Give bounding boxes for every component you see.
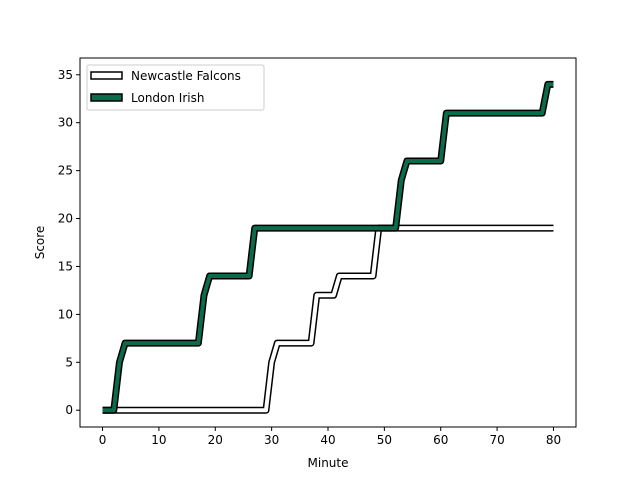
x-tick-label: 30: [264, 433, 279, 447]
legend-label-london-irish: London Irish: [131, 91, 204, 105]
x-tick-label: 40: [320, 433, 335, 447]
legend-frame: [86, 64, 265, 111]
y-tick-label: 5: [65, 355, 73, 369]
y-tick-label: 15: [58, 259, 73, 273]
x-axis-ticks: 0 10 20 30 40 50 60 70 80: [99, 427, 561, 447]
y-tick-label: 0: [65, 403, 73, 417]
y-tick-label: 25: [58, 164, 73, 178]
y-tick-label: 10: [58, 307, 73, 321]
x-tick-label: 50: [377, 433, 392, 447]
series-line-london-irish: [102, 82, 554, 413]
legend-swatch-newcastle-falcons: [90, 71, 123, 80]
legend-swatch-london-irish: [90, 93, 123, 102]
series-layer: [102, 80, 554, 414]
x-tick-label: 70: [489, 433, 504, 447]
x-tick-label: 60: [433, 433, 448, 447]
y-tick-label: 20: [58, 212, 73, 226]
series-line-newcastle-falcons: [102, 226, 554, 413]
x-tick-label: 10: [151, 433, 166, 447]
y-axis-ticks: 0 5 10 15 20 25 30 35: [58, 68, 80, 417]
x-tick-label: 20: [208, 433, 223, 447]
x-tick-label: 80: [546, 433, 561, 447]
y-tick-label: 35: [58, 68, 73, 82]
series-outline-newcastle-falcons: [102, 224, 554, 414]
series-outline-london-irish: [102, 80, 554, 414]
legend-label-newcastle-falcons: Newcastle Falcons: [131, 69, 241, 83]
y-tick-label: 30: [58, 116, 73, 130]
legend: Newcastle Falcons London Irish: [86, 64, 265, 111]
x-axis-label: Minute: [308, 456, 349, 470]
y-axis-label: Score: [33, 226, 47, 260]
x-tick-label: 0: [99, 433, 107, 447]
